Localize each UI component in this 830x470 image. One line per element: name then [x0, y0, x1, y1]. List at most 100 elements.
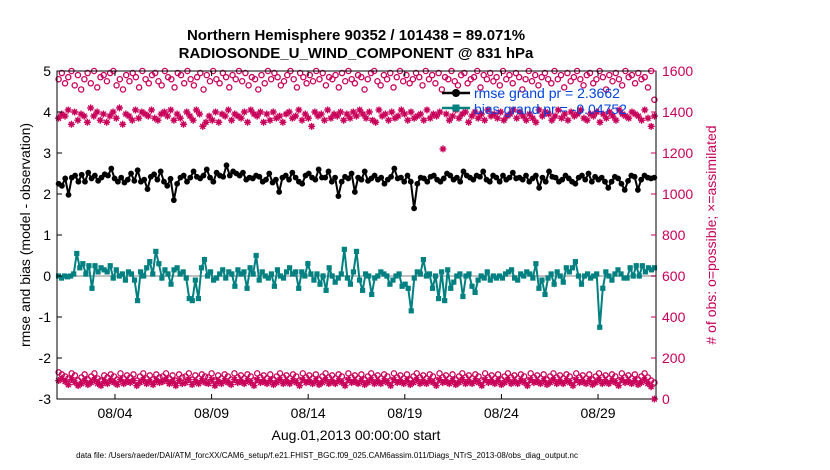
obs-assimilated-low-marker	[247, 379, 255, 387]
rmse-point	[292, 174, 299, 181]
bias-point	[575, 273, 582, 279]
rmse-point	[457, 178, 464, 185]
obs-assimilated-marker	[593, 108, 601, 116]
obs-assimilated-low-marker	[621, 379, 629, 387]
obs-possible-marker	[322, 82, 330, 89]
bias-point	[390, 277, 396, 283]
obs-possible-low-marker	[312, 371, 320, 378]
obs-assimilated-low-marker	[201, 379, 209, 387]
obs-assimilated-marker	[292, 112, 300, 120]
obs-possible-marker	[203, 71, 210, 79]
bias-point	[490, 273, 496, 279]
bias-point	[648, 267, 655, 273]
bias-point	[134, 298, 141, 304]
obs-assimilated-marker	[590, 112, 598, 120]
obs-assimilated-marker	[196, 110, 204, 118]
bias-series-layer	[55, 246, 658, 330]
obs-possible-marker	[81, 75, 88, 83]
obs-possible-marker	[631, 80, 639, 87]
obs-assimilated-low-marker	[283, 378, 291, 386]
obs-possible-low-marker	[146, 372, 154, 379]
rmse-point	[539, 174, 546, 181]
obs-possible-marker	[94, 84, 101, 91]
obs-assimilated-low-marker	[641, 376, 649, 384]
rmse-point	[151, 171, 157, 178]
obs-possible-marker	[187, 75, 194, 83]
rmse-point	[167, 175, 174, 182]
obs-assimilated-marker	[250, 110, 258, 118]
obs-assimilated-low-marker	[149, 381, 157, 389]
obs-assimilated-low-marker	[536, 380, 544, 388]
obs-assimilated-low-marker	[325, 380, 333, 388]
obs-possible-marker	[535, 82, 542, 89]
obs-assimilated-low-marker	[152, 377, 160, 385]
obs-assimilated-low-marker	[74, 382, 82, 390]
bias-point	[141, 273, 147, 279]
obs-possible-low-marker	[631, 371, 639, 378]
obs-possible-low-marker	[358, 371, 365, 378]
rmse-point	[190, 168, 197, 175]
bias-point	[338, 271, 344, 277]
obs-assimilated-marker	[93, 108, 101, 116]
bias-point	[533, 261, 539, 267]
obs-assimilated-low-marker	[416, 380, 424, 388]
bias-point	[420, 257, 426, 263]
obs-possible-marker	[470, 73, 478, 81]
bias-point	[350, 269, 357, 275]
rmse-point	[480, 168, 487, 175]
obs-assimilated-marker	[567, 108, 575, 116]
bias-point	[253, 252, 259, 259]
obs-assimilated-marker	[548, 116, 556, 124]
bias-point	[344, 275, 350, 281]
obs-assimilated-marker	[269, 108, 277, 116]
bias-point	[448, 285, 454, 291]
bias-point	[642, 269, 648, 275]
obs-possible-low-marker	[595, 370, 603, 377]
bias-point	[481, 275, 487, 281]
obs-assimilated-low-marker	[318, 379, 326, 387]
obs-assimilated-low-marker	[383, 379, 391, 387]
obs-assimilated-low-marker	[100, 378, 108, 386]
obs-possible-low-marker	[169, 372, 176, 379]
obs-possible-marker	[606, 71, 613, 79]
bias-point	[627, 265, 633, 271]
bias-point	[393, 273, 399, 279]
obs-assimilated-marker	[529, 114, 537, 122]
rmse-point	[460, 168, 467, 175]
bias-point	[445, 267, 451, 273]
bias-point	[186, 295, 192, 302]
obs-assimilated-marker	[240, 108, 248, 116]
obs-possible-marker	[557, 71, 565, 79]
bias-point	[95, 269, 101, 275]
bias-point	[621, 275, 627, 281]
rmse-point	[631, 173, 638, 180]
rmse-point	[506, 174, 513, 181]
obs-assimilated-marker	[541, 108, 549, 116]
bias-point	[308, 271, 314, 277]
bias-point	[566, 269, 572, 275]
y-axis-label-left: rmse and bias (model - observation)	[17, 123, 33, 347]
obs-possible-marker	[641, 73, 648, 81]
bias-point	[311, 277, 317, 283]
obs-possible-marker	[589, 80, 597, 87]
obs-assimilated-low-marker	[61, 378, 69, 386]
bias-point	[429, 285, 436, 291]
obs-assimilated-low-marker	[165, 380, 173, 388]
bias-point	[210, 277, 217, 283]
plot-area	[57, 71, 656, 399]
bias-point	[521, 273, 527, 279]
bias-point	[235, 267, 241, 273]
obs-assimilated-low-marker	[273, 379, 281, 387]
obs-assimilated-marker	[67, 120, 75, 128]
obs-assimilated-low-marker	[396, 378, 404, 386]
rmse-point	[358, 176, 365, 183]
bias-point	[581, 273, 588, 279]
obs-assimilated-marker	[477, 110, 485, 118]
obs-possible-marker	[213, 75, 220, 83]
bias-point	[144, 265, 150, 271]
obs-possible-marker	[329, 75, 336, 83]
obs-possible-low-marker	[527, 370, 534, 377]
rmse-point	[226, 172, 233, 179]
obs-possible-marker	[74, 71, 82, 79]
obs-assimilated-low-marker	[559, 380, 567, 388]
